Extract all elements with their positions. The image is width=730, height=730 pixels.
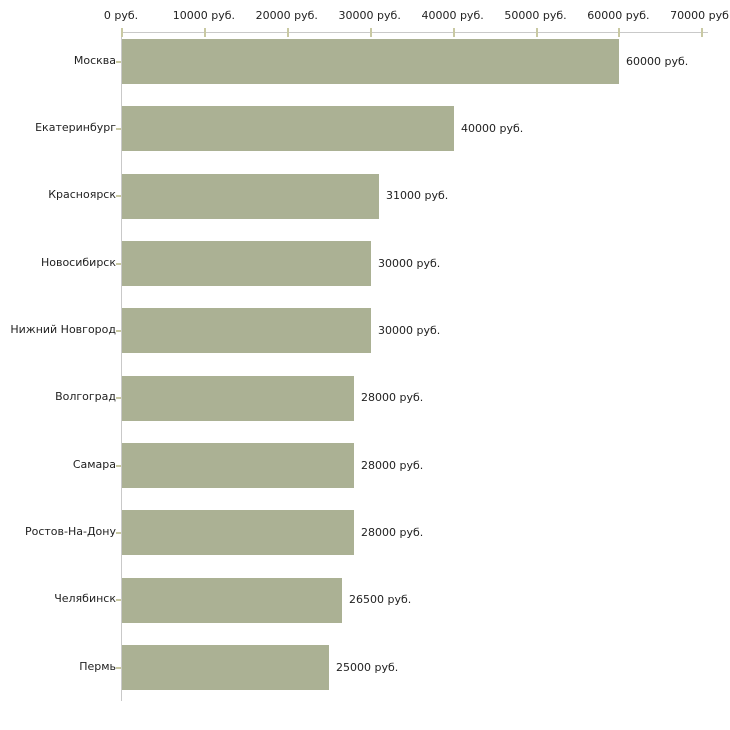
y-axis-category-label: Челябинск — [54, 592, 116, 606]
x-axis-tick-label: 70000 руб. — [670, 9, 730, 22]
y-axis-tick-mark — [116, 397, 121, 400]
y-axis-category-label: Екатеринбург — [35, 120, 116, 134]
bar-value-label: 28000 руб. — [361, 391, 424, 405]
y-axis: Москва Екатеринбург Красноярск Новосибирск Н… — [0, 0, 116, 730]
y-axis-tick-mark — [116, 60, 121, 63]
bar-value-label: 26500 руб. — [349, 593, 412, 607]
y-axis-category-label: Ростов-На-Дону — [24, 524, 116, 538]
x-axis-tick-mark — [121, 28, 123, 37]
y-axis-category-label: Новосибирск — [40, 255, 116, 269]
y-axis-category-label: Красноярск — [48, 188, 116, 202]
x-axis: 0 руб. 10000 руб. 20000 руб. 30000 руб. 4000… — [0, 0, 730, 32]
x-axis-tick-label: 0 руб. — [103, 9, 139, 22]
x-axis-tick-mark — [452, 28, 455, 37]
bar — [122, 241, 371, 287]
y-axis-category-label: Волгоград — [55, 390, 116, 404]
x-axis-tick-mark — [618, 28, 621, 37]
bar-value-label: 31000 руб. — [386, 189, 449, 203]
bar — [122, 510, 354, 556]
y-axis-tick-mark — [116, 599, 121, 602]
bar-value-label: 30000 руб. — [378, 323, 441, 337]
bar — [122, 173, 379, 219]
bar-value-label: 30000 руб. — [378, 256, 441, 270]
x-axis-tick-mark — [203, 28, 206, 37]
y-axis-tick-mark — [116, 666, 121, 669]
y-axis-tick-mark — [116, 464, 121, 467]
bar-value-label: 28000 руб. — [361, 525, 424, 539]
bar — [122, 443, 354, 489]
x-axis-tick-mark — [535, 28, 538, 37]
bar-value-label: 40000 руб. — [461, 121, 524, 135]
bar — [122, 308, 371, 354]
y-axis-category-label: Пермь — [79, 659, 116, 673]
bar — [122, 375, 354, 421]
y-axis-tick-mark — [116, 127, 121, 130]
bar-value-label: 25000 руб. — [336, 660, 399, 674]
x-axis-tick-label: 30000 руб. — [338, 9, 401, 22]
x-axis-tick-label: 10000 руб. — [172, 9, 236, 22]
bar — [122, 645, 329, 691]
bar — [122, 39, 619, 84]
bar-value-label: 60000 руб. — [626, 54, 689, 68]
y-axis-tick-mark — [116, 329, 121, 332]
bar — [122, 577, 342, 623]
x-axis-tick-mark — [369, 28, 372, 37]
y-axis-tick-mark — [116, 195, 121, 198]
bar — [122, 106, 454, 152]
y-axis-category-label: Москва — [73, 53, 116, 67]
x-axis-tick-label: 60000 руб. — [587, 9, 650, 22]
x-axis-tick-mark — [286, 28, 289, 37]
x-axis-tick-label: 20000 руб. — [255, 9, 318, 22]
x-axis-tick-mark — [701, 28, 704, 37]
x-axis-tick-label: 50000 руб. — [504, 9, 567, 22]
y-axis-tick-mark — [116, 531, 121, 534]
y-axis-category-label: Самара — [72, 457, 116, 471]
y-axis-category-label: Нижний Новгород — [10, 322, 116, 336]
bar-value-label: 28000 руб. — [361, 458, 424, 472]
plot-area: 60000 руб. 40000 руб. 31000 руб. 30000 руб.… — [116, 28, 708, 701]
y-axis-tick-mark — [116, 262, 121, 265]
x-axis-tick-label: 40000 руб. — [421, 9, 484, 22]
